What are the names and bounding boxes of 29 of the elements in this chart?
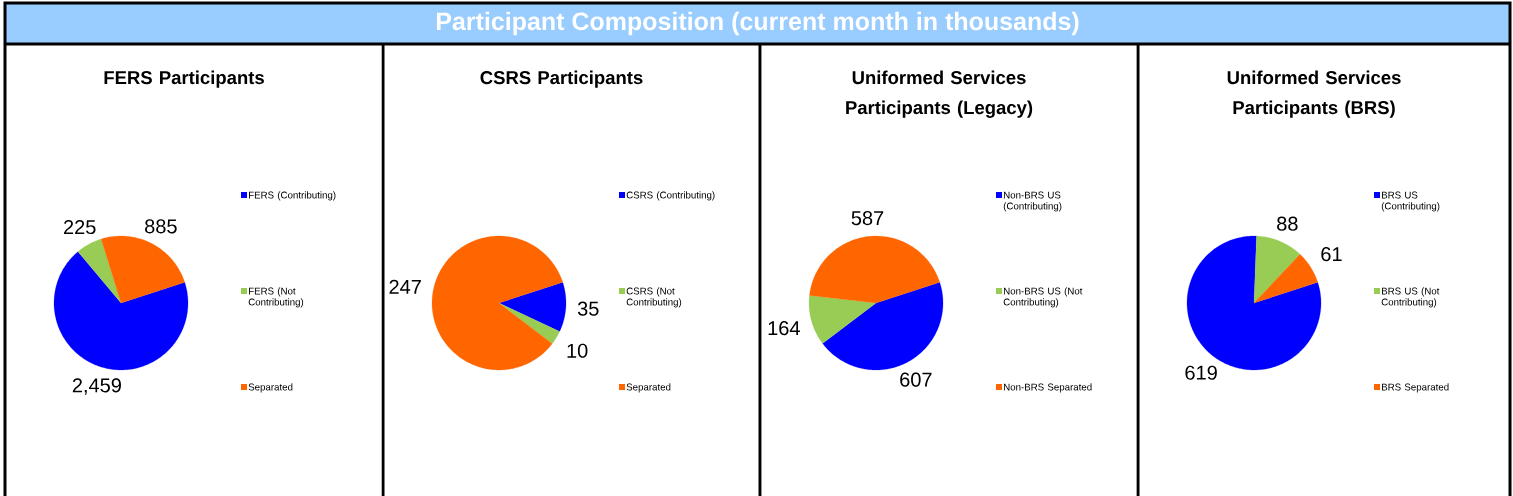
data-label: 61 (1321, 247, 1342, 262)
legend-label: Separated (248, 383, 293, 393)
chart-title: FERS Participants (104, 70, 264, 88)
text: Participant Composition (current month in thousands) (436, 11, 1079, 36)
legend-label: BRS US (Contributing) (1381, 191, 1440, 212)
legend-label: BRS Separated (1382, 383, 1449, 393)
data-label: 607 (900, 372, 932, 387)
legend-label: FERS (Contributing) (249, 191, 336, 201)
data-label: 35 (577, 301, 599, 316)
data-label: 247 (389, 279, 421, 294)
legend-label: CSRS (Contributing) (626, 191, 715, 201)
data-label: 164 (768, 321, 800, 336)
legend-label: Non-BRS US (Contributing) (1003, 191, 1062, 212)
chart-title: Uniformed Services Participants (Legacy) (846, 70, 1033, 118)
chart-title: Uniformed Services Participants (BRS) (1227, 70, 1401, 118)
data-label: 885 (145, 219, 177, 234)
legend-label: BRS US (Not Contributing) (1381, 287, 1440, 308)
data-label: 10 (567, 343, 588, 358)
legend-label: Separated (626, 383, 671, 393)
data-label: 88 (1277, 216, 1298, 231)
chart-title: CSRS Participants (480, 70, 643, 88)
data-label: 2,459 (72, 378, 121, 395)
legend-label: FERS (Not Contributing) (248, 287, 304, 308)
data-label: 225 (64, 219, 96, 235)
data-label: 587 (851, 211, 884, 226)
legend-label: Non-BRS Separated (1004, 383, 1092, 393)
legend-label: Non-BRS US (Not Contributing) (1003, 287, 1083, 308)
legend-label: CSRS (Not Contributing) (626, 287, 682, 308)
data-label: 619 (1185, 365, 1217, 380)
